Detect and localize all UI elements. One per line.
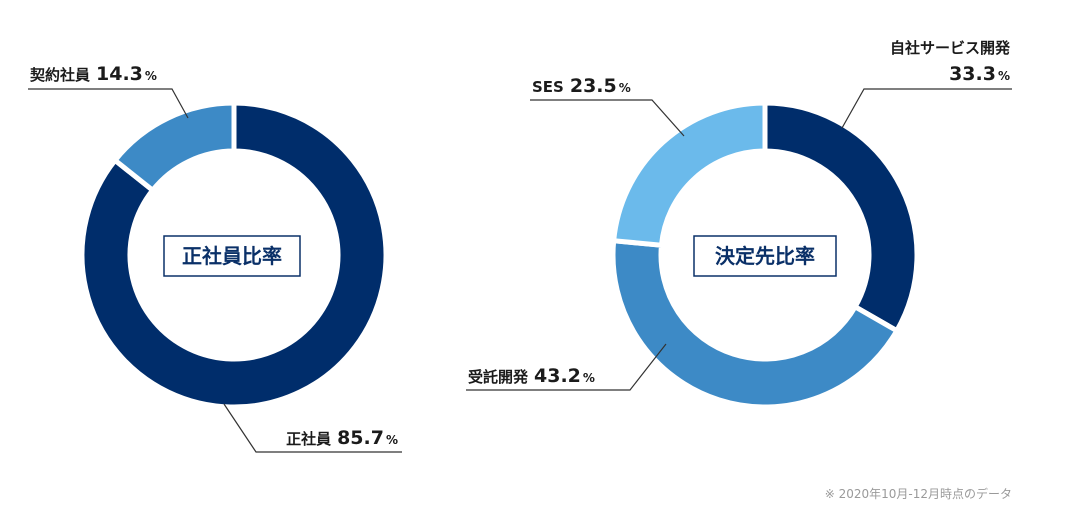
leader-line [530, 99, 685, 137]
slice-label-value: 85.7 [337, 427, 384, 449]
slice-label: 正社員 85.7% [286, 427, 398, 449]
center-title: 決定先比率 [715, 244, 815, 268]
slice-label-unit: % [583, 371, 595, 385]
center-title: 正社員比率 [182, 244, 282, 268]
slice-label-value: 14.3 [96, 63, 143, 85]
donut-slice [79, 100, 389, 410]
donut-slice [762, 100, 920, 335]
slice-label-unit: % [386, 433, 398, 447]
slice-label-value: 33.3 [949, 63, 996, 85]
slice-label: 33.3% [949, 63, 1010, 85]
leader-line [841, 88, 1012, 129]
slice-label-unit: % [619, 81, 631, 95]
center-title-box [163, 235, 301, 277]
leader-line [223, 403, 402, 453]
slice-label: 契約社員 14.3% [29, 63, 157, 85]
donut-employee-ratio: 正社員比率 正社員 85.7% 契約社員 14.3% [28, 63, 402, 453]
donut-slices-employee [79, 100, 389, 410]
slice-label: 受託開発 43.2% [468, 365, 595, 387]
leader-line [28, 88, 189, 119]
slice-label-unit: % [145, 69, 157, 83]
slice-label-value: 43.2 [534, 365, 581, 387]
donut-slices-placement [610, 100, 920, 410]
donut-slice [111, 100, 237, 194]
slice-label-name: 契約社員 [29, 66, 90, 84]
donut-slice [610, 237, 901, 410]
donut-slice [610, 100, 768, 248]
slice-label-value: 23.5 [570, 75, 617, 97]
slice-label-name: SES [532, 78, 564, 96]
center-title-box [693, 235, 837, 277]
leader-line [466, 343, 667, 391]
slice-label-name: 正社員 [286, 430, 331, 448]
donut-placement-ratio: 決定先比率 自社サービス開発 33.3% SES 23.5% 受託開発 43.2% [466, 39, 1012, 410]
slice-label-name: 受託開発 [468, 368, 529, 386]
slice-label-name: 自社サービス開発 [890, 39, 1011, 57]
footnote: ※ 2020年10月-12月時点のデータ [825, 486, 1012, 501]
slice-label-unit: % [998, 69, 1010, 83]
slice-label: SES 23.5% [532, 75, 631, 97]
